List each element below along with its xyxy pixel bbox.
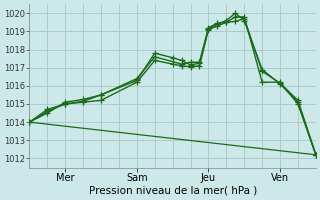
X-axis label: Pression niveau de la mer( hPa ): Pression niveau de la mer( hPa ) — [89, 186, 257, 196]
